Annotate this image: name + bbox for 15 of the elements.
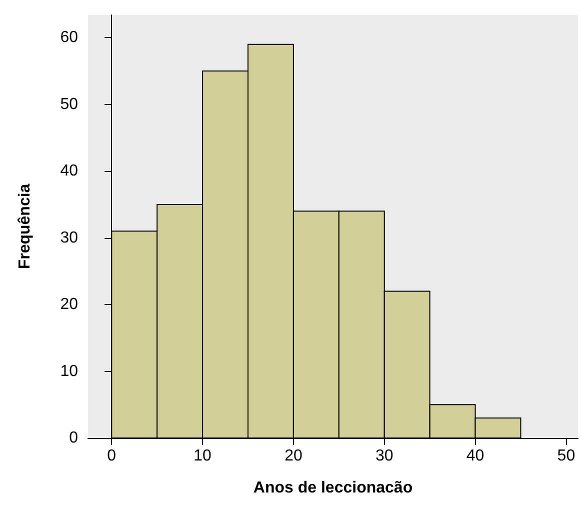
y-tick-label: 10 (60, 362, 78, 380)
y-tick-label: 20 (60, 296, 78, 314)
x-tick-label: 0 (107, 448, 116, 464)
y-tick-label: 50 (60, 96, 78, 113)
x-tick-label: 20 (284, 448, 302, 464)
y-tick-label: 30 (60, 229, 78, 246)
y-axis-title: Frequência (16, 184, 34, 270)
x-axis-title: Anos de leccionacão (253, 480, 413, 496)
y-tick-label: 0 (69, 430, 78, 446)
y-tick-label: 40 (60, 162, 78, 180)
y-tick-label: 60 (60, 29, 78, 46)
x-tick-label: 40 (466, 448, 484, 464)
x-tick-label: 50 (557, 448, 576, 464)
x-tick-label: 30 (375, 448, 394, 464)
x-tick-label: 10 (194, 448, 212, 464)
